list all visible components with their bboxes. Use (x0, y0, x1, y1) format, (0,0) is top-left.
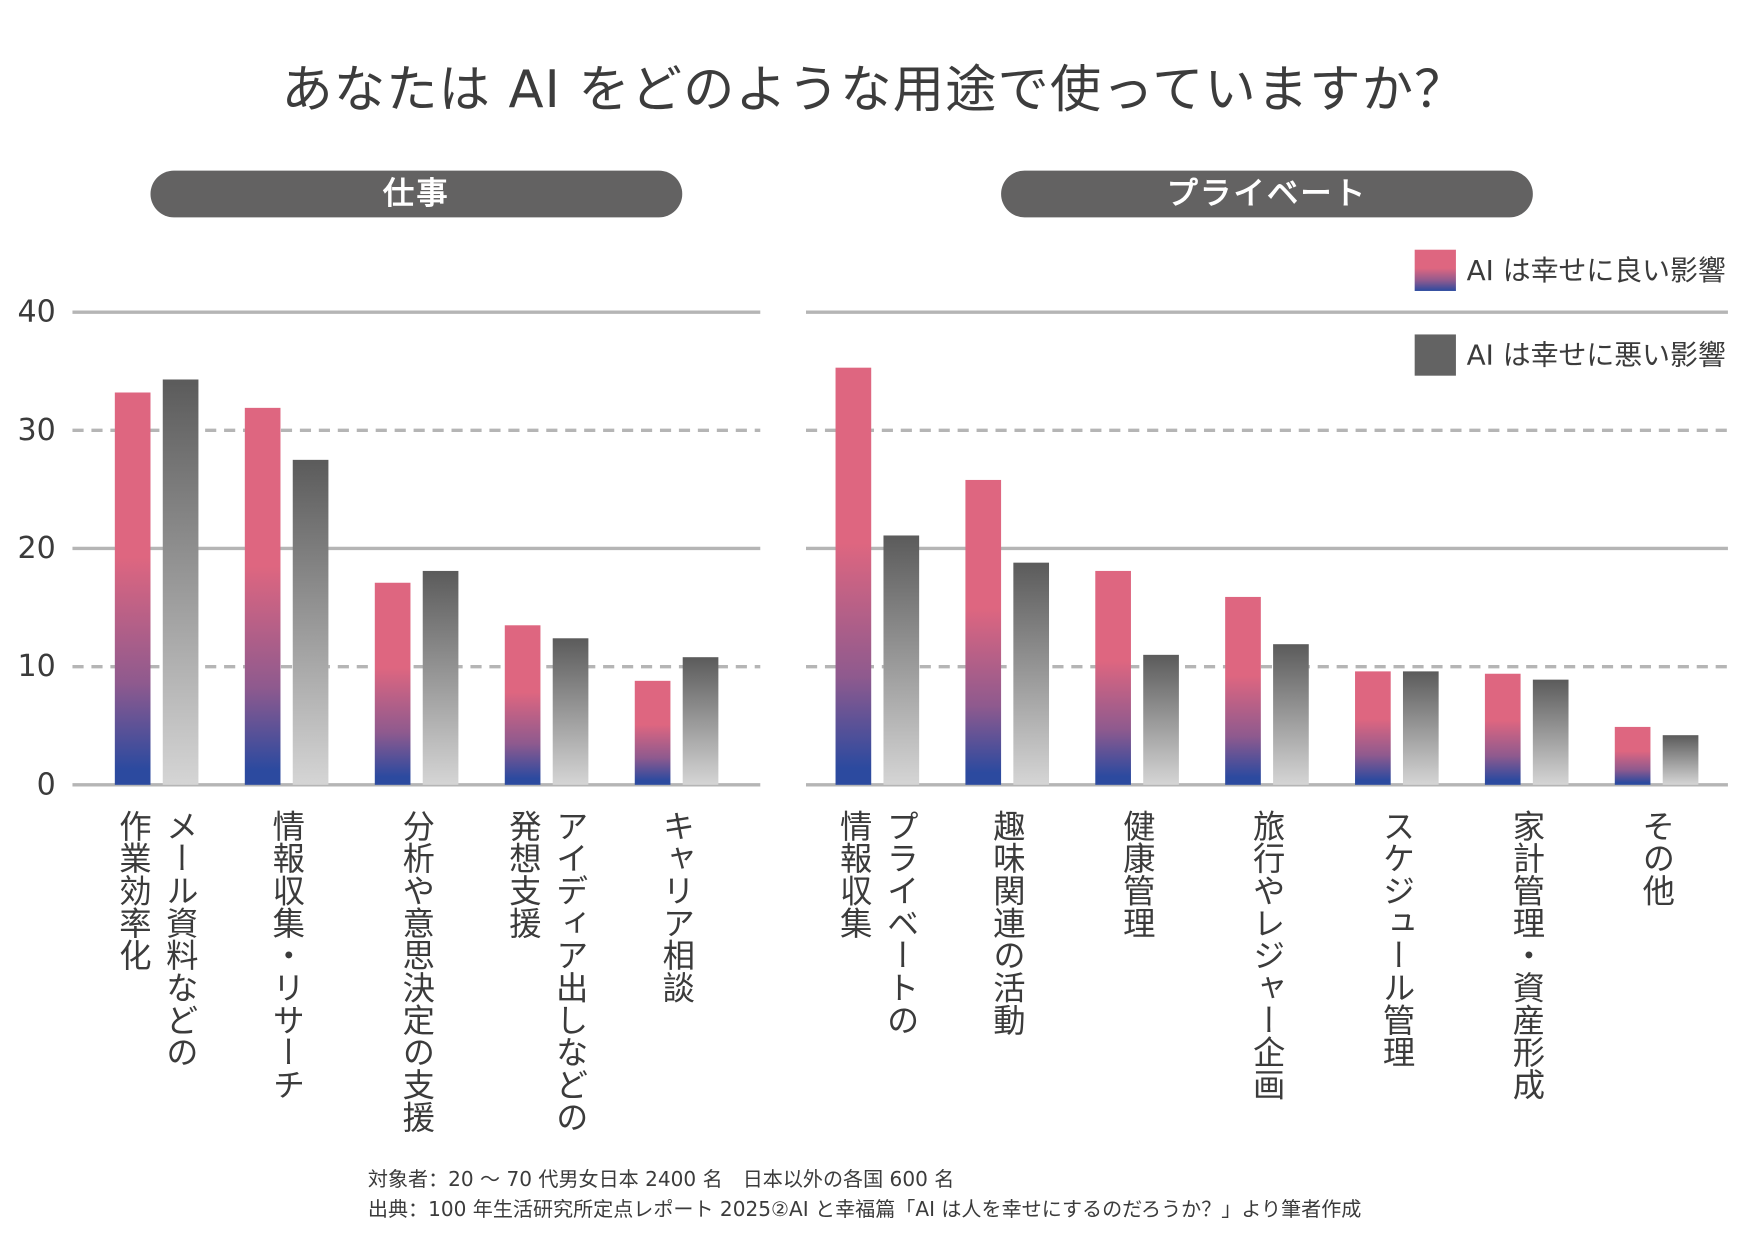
work-bar-bad-impact (682, 657, 719, 785)
category-label: 趣味関連の活動 (988, 809, 1027, 1036)
footnotes: 対象者：20 ～ 70 代男女日本 2400 名 日本以外の各国 600 名 出… (368, 1165, 1361, 1225)
category-label: 健康管理 (1118, 809, 1157, 939)
category-label: 分析や意思決定の支援 (397, 809, 436, 1133)
private-bar-bad-impact (1013, 562, 1050, 785)
work-bar-good-impact (114, 392, 151, 785)
y-tick-label: 20 (17, 531, 55, 566)
work-bar-good-impact (374, 582, 411, 785)
legend-label-bad-impact: AI は幸せに悪い影響 (1466, 338, 1726, 372)
legend-swatch-bad (1414, 334, 1456, 376)
footnote-sample: 対象者：20 ～ 70 代男女日本 2400 名 日本以外の各国 600 名 (367, 1168, 955, 1192)
y-tick-label: 30 (17, 413, 55, 448)
category-label: その他 (1637, 809, 1676, 907)
private-bar-good-impact (965, 479, 1002, 785)
work-bar-good-impact (244, 407, 281, 785)
category-label: プライベートの 情報収集 (834, 809, 920, 1036)
work-bar-bad-impact (552, 638, 589, 785)
y-tick-label: 40 (17, 295, 55, 330)
private-bar-bad-impact (883, 535, 920, 785)
work-bar-good-impact (634, 680, 671, 785)
category-label: スケジュール管理 (1377, 809, 1416, 1068)
page-title: あなたは AI をどのような用途で使っていますか？ (281, 59, 1467, 120)
legend-item-bad-impact: AI は幸せに悪い影響 (1414, 334, 1726, 376)
legend-label-good-impact: AI は幸せに良い影響 (1466, 254, 1726, 287)
y-tick-label: 0 (37, 767, 56, 802)
footnote-source: 出典：100 年生活研究所定点レポート 2025②AI と幸福篇「AI は人を幸… (367, 1198, 1362, 1222)
work-bar-bad-impact (422, 570, 459, 785)
legend-item-good-impact: AI は幸せに良い影響 (1414, 249, 1726, 291)
private-bar-good-impact (1614, 726, 1651, 785)
legend-swatch-good (1414, 249, 1456, 291)
private-bar-bad-impact (1143, 654, 1179, 785)
category-label: メール資料などの 作業効率化 (114, 809, 199, 1068)
panel-header-work-label: 仕事 (382, 175, 450, 212)
private-bar-good-impact (1095, 570, 1131, 785)
panel-header-private-label: プライベート (1166, 175, 1368, 212)
work-bar-bad-impact (162, 379, 199, 785)
panel-header-private: プライベート (1001, 170, 1533, 218)
category-label: 情報収集・リサーチ (267, 809, 306, 1101)
private-bar-bad-impact (1402, 671, 1439, 785)
private-bar-bad-impact (1662, 735, 1699, 785)
category-label: 家計管理・資産形成 (1507, 809, 1546, 1101)
bars (114, 367, 1699, 785)
private-bar-bad-impact (1532, 679, 1569, 785)
private-bar-bad-impact (1273, 644, 1309, 785)
private-bar-good-impact (835, 367, 872, 785)
category-label: アイディア出しなどの 発想支援 (504, 809, 589, 1133)
private-bar-good-impact (1484, 673, 1521, 785)
category-label: キャリア相談 (657, 809, 696, 1004)
private-bar-good-impact (1225, 596, 1261, 785)
panel-header-work: 仕事 (150, 170, 683, 218)
work-bar-good-impact (504, 625, 541, 785)
category-label: 旅行やレジャー企画 (1248, 809, 1286, 1101)
work-bar-bad-impact (292, 459, 329, 785)
private-bar-good-impact (1355, 671, 1391, 785)
y-tick-label: 10 (17, 649, 55, 684)
y-axis-tick-labels: 0 10 20 30 40 (17, 295, 55, 803)
